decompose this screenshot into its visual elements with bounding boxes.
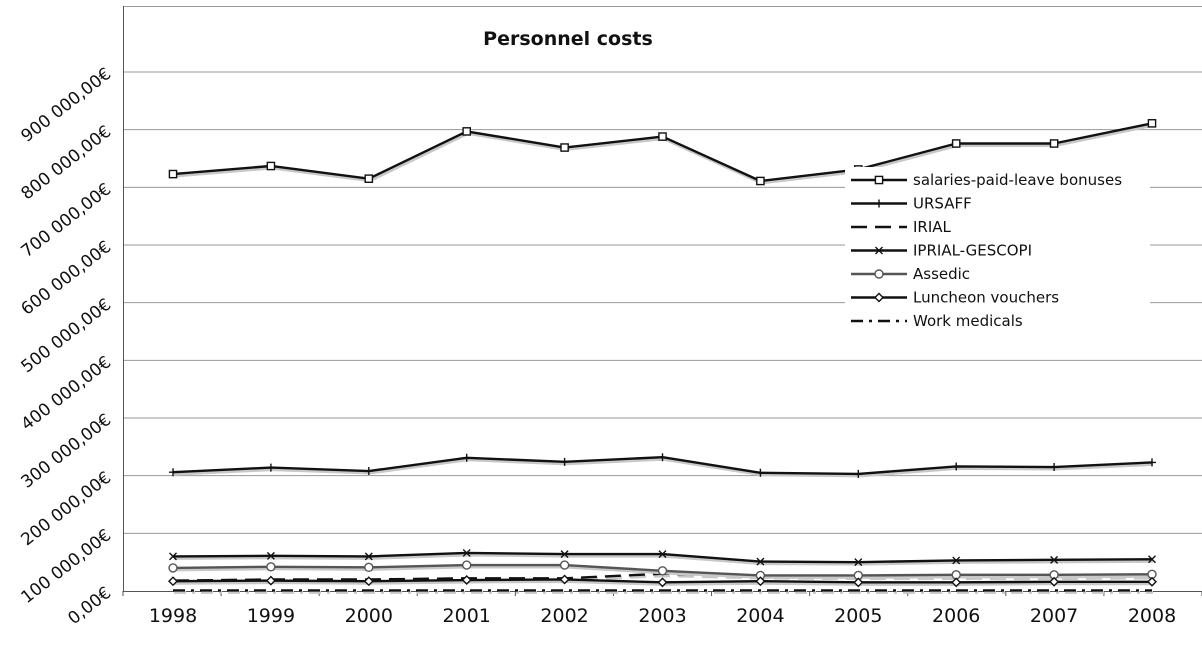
x-tick-label: 2002 xyxy=(540,605,588,627)
legend: salaries-paid-leave bonuses URSAFF IRIAL IP… xyxy=(845,167,1150,331)
legend-label: IPRIAL-GESCOPI xyxy=(913,242,1032,260)
legend-label: IRIAL xyxy=(913,218,952,236)
data-point xyxy=(365,175,372,182)
x-tick-label: 2006 xyxy=(932,605,980,627)
y-tick-label: 0,00€ xyxy=(64,583,115,629)
legend-marker xyxy=(875,270,883,278)
data-point xyxy=(1051,140,1058,147)
legend-label: URSAFF xyxy=(913,195,972,213)
series-3 xyxy=(170,549,1156,565)
data-point xyxy=(267,563,275,571)
x-tick-label: 2008 xyxy=(1128,605,1176,627)
data-point xyxy=(561,144,568,151)
data-point xyxy=(365,563,373,571)
chart-title: Personnel costs xyxy=(483,28,653,50)
x-tick-label: 2000 xyxy=(345,605,393,627)
legend-label: Luncheon vouchers xyxy=(913,289,1059,307)
x-tick-label: 1999 xyxy=(247,605,295,627)
x-tick-label: 2004 xyxy=(736,605,784,627)
data-point xyxy=(267,162,274,169)
legend-label: Work medicals xyxy=(913,312,1023,330)
data-point xyxy=(659,567,667,575)
data-point xyxy=(953,140,960,147)
x-tick-label: 2001 xyxy=(443,605,491,627)
legend-label: Assedic xyxy=(913,265,970,283)
data-point xyxy=(659,133,666,140)
x-tick-label: 2003 xyxy=(638,605,686,627)
data-point xyxy=(1148,120,1155,127)
x-tick-label: 2007 xyxy=(1030,605,1078,627)
x-tick-label: 1998 xyxy=(149,605,197,627)
legend-label: salaries-paid-leave bonuses xyxy=(913,171,1122,189)
data-point xyxy=(463,561,471,569)
legend-marker xyxy=(875,176,882,183)
data-point xyxy=(757,177,764,184)
data-point xyxy=(463,128,470,135)
data-point xyxy=(561,561,569,569)
data-point xyxy=(169,564,177,572)
data-point xyxy=(169,170,176,177)
x-tick-label: 2005 xyxy=(834,605,882,627)
series-1 xyxy=(169,453,1156,478)
